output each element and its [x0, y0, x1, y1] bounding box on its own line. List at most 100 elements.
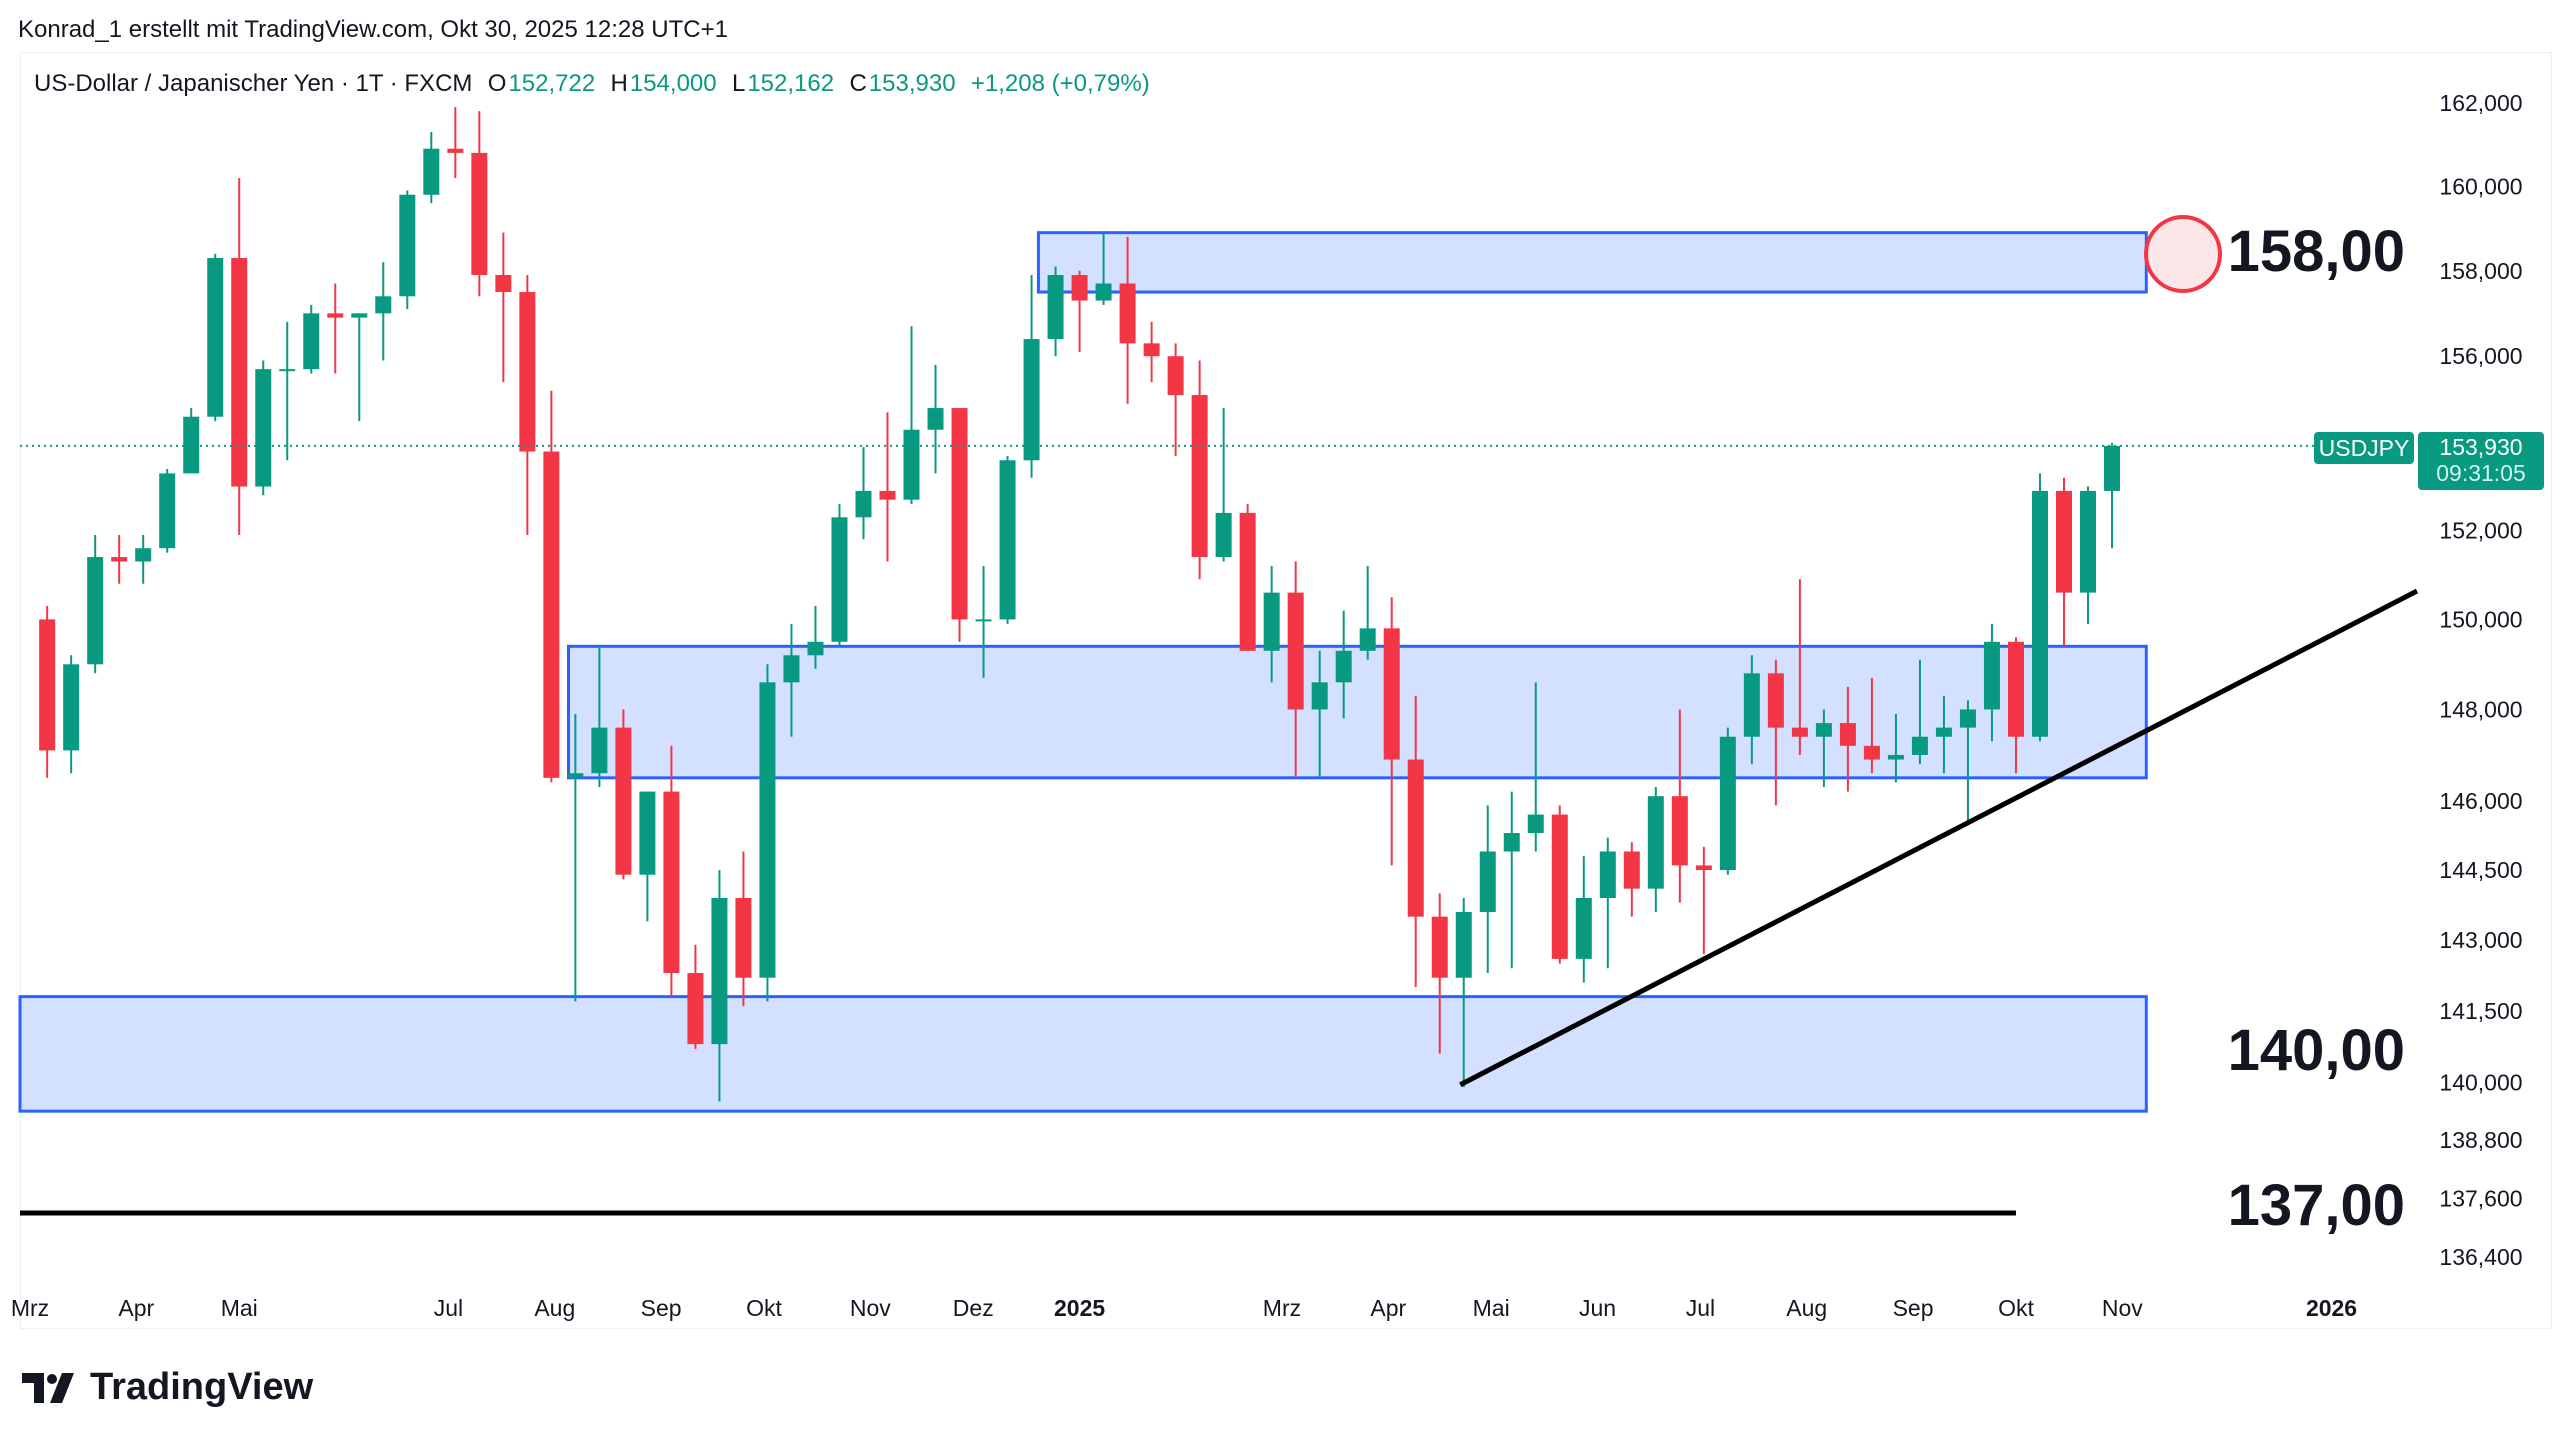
- candle-body: [2104, 445, 2121, 491]
- x-tick-label: 2026: [2306, 1295, 2357, 1321]
- candle-body: [1599, 851, 1616, 898]
- candle-body: [1815, 723, 1832, 737]
- candle-body: [1191, 395, 1208, 558]
- x-tick-label: 2025: [1054, 1295, 1105, 1321]
- x-tick-label: Mrz: [1263, 1295, 1301, 1321]
- candle: [687, 944, 704, 1049]
- x-tick-label: Sep: [1893, 1295, 1934, 1321]
- candle-body: [183, 416, 200, 474]
- candle-body: [591, 727, 608, 774]
- candle: [1959, 700, 1976, 824]
- candle-body: [1983, 641, 2000, 710]
- candle: [2080, 486, 2096, 624]
- candle-body: [63, 664, 80, 751]
- candle: [1815, 709, 1832, 787]
- tradingview-logo[interactable]: TradingView: [22, 1366, 313, 1409]
- candle: [711, 870, 728, 1102]
- drawings-layer: [20, 444, 2419, 1216]
- candle: [255, 360, 272, 496]
- candle-body: [1071, 275, 1088, 301]
- candle-body: [1719, 736, 1736, 871]
- y-tick-label: 138,800: [2439, 1127, 2522, 1153]
- y-tick-label: 162,000: [2439, 90, 2522, 116]
- candle-body: [903, 429, 920, 500]
- candle-body: [1887, 754, 1904, 760]
- candle-body: [1671, 796, 1688, 866]
- candle: [735, 851, 752, 1007]
- x-tick-label: Aug: [534, 1295, 575, 1321]
- candle-body: [39, 619, 56, 751]
- candle-body: [759, 682, 776, 978]
- candle: [135, 534, 152, 584]
- candle: [1359, 565, 1376, 660]
- candle: [1527, 682, 1544, 852]
- level-label-140: 140,00: [2228, 1018, 2405, 1083]
- y-tick-label: 143,000: [2439, 927, 2522, 953]
- candle: [1479, 805, 1496, 974]
- x-tick-label: Aug: [1786, 1295, 1827, 1321]
- candle: [1647, 786, 1664, 912]
- candle: [447, 107, 464, 178]
- candle: [471, 111, 488, 297]
- candle: [1431, 893, 1448, 1054]
- candle: [1743, 655, 1760, 765]
- candle-body: [2080, 490, 2096, 593]
- candle-body: [1215, 512, 1232, 558]
- candle-body: [711, 897, 728, 1045]
- chart-frame[interactable]: [20, 52, 2552, 1329]
- candle-body: [1839, 723, 1856, 746]
- candle: [1311, 650, 1328, 778]
- candle: [303, 304, 320, 374]
- candle: [1887, 714, 1904, 783]
- x-tick-label: Apr: [118, 1295, 154, 1321]
- candle: [663, 745, 680, 997]
- level-label-158: 158,00: [2228, 219, 2405, 284]
- x-tick-label: Jul: [1686, 1295, 1715, 1321]
- candle-body: [1791, 727, 1808, 737]
- candle: [183, 408, 200, 474]
- y-tick-label: 137,600: [2439, 1185, 2522, 1211]
- candle: [2031, 473, 2048, 742]
- x-tick-label: Apr: [1370, 1295, 1406, 1321]
- candle-body: [1455, 911, 1472, 978]
- candle: [351, 313, 368, 422]
- candle: [111, 534, 128, 584]
- candle-body: [1335, 650, 1352, 683]
- y-tick-label: 150,000: [2439, 606, 2522, 632]
- candle-body: [999, 460, 1016, 620]
- candle: [831, 504, 848, 647]
- candle-body: [1743, 673, 1760, 737]
- x-tick-label: Jul: [434, 1295, 463, 1321]
- candle-body: [2031, 490, 2048, 737]
- y-tick-label: 152,000: [2439, 518, 2522, 544]
- open-label: O: [487, 70, 507, 97]
- tradingview-brand: TradingView: [90, 1366, 314, 1408]
- candle: [279, 321, 296, 461]
- candle-body: [927, 408, 944, 430]
- candle: [1383, 597, 1400, 866]
- candle: [87, 534, 104, 674]
- y-tick-label: 144,500: [2439, 857, 2522, 883]
- candle-body: [2007, 641, 2024, 737]
- candle: [1407, 695, 1424, 988]
- candle: [1911, 659, 1928, 765]
- candle: [1095, 232, 1112, 305]
- candle-body: [1551, 814, 1568, 959]
- candle-body: [519, 292, 536, 452]
- candle: [1047, 266, 1064, 357]
- symbol-tag-label: USDJPY: [2319, 435, 2410, 461]
- x-tick-label: Nov: [2102, 1295, 2143, 1321]
- candle-body: [1431, 916, 1448, 978]
- candle-body: [687, 973, 704, 1045]
- candle-body: [87, 557, 104, 665]
- candle-body: [327, 313, 344, 318]
- candle: [1623, 842, 1640, 917]
- candle: [1767, 659, 1784, 806]
- candle: [879, 412, 896, 562]
- price-tag-countdown: 09:31:05: [2436, 460, 2526, 486]
- candle-body: [135, 548, 152, 562]
- candle-body: [375, 296, 392, 314]
- candle: [1167, 343, 1184, 456]
- candle-body: [111, 557, 128, 562]
